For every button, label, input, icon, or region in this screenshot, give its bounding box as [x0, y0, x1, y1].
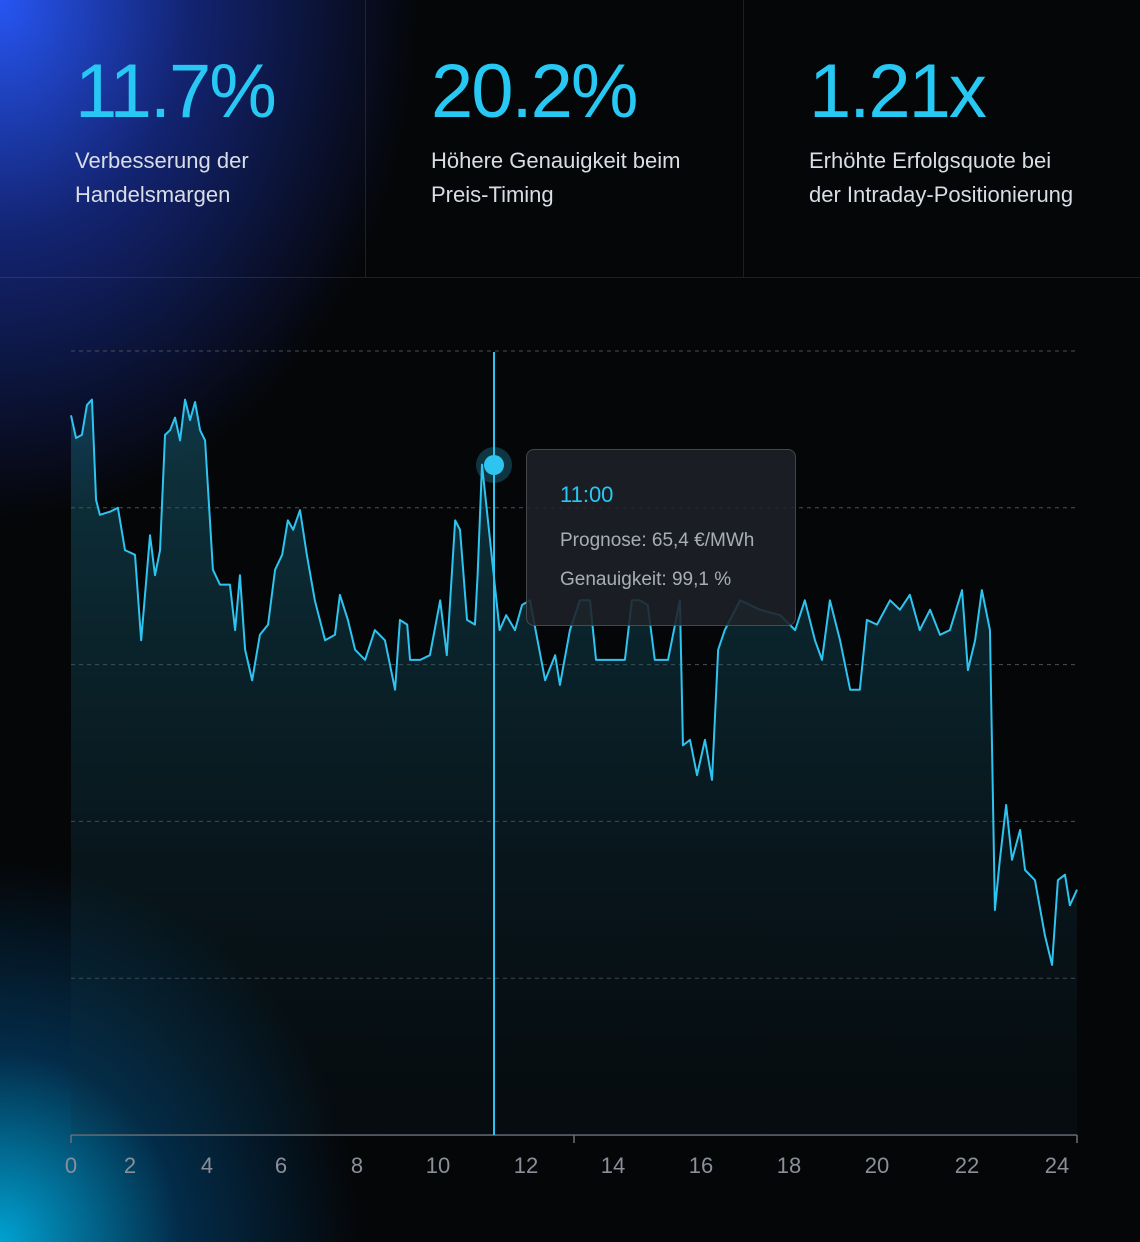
x-tick-label: 8	[351, 1153, 363, 1178]
x-tick-label: 4	[201, 1153, 213, 1178]
line	[70, 398, 1078, 966]
stat: 1.21x Erhöhte Erfolgsquote bei der Intra…	[743, 0, 1140, 278]
stat: 20.2% Höhere Genauigkeit beim Preis-Timi…	[365, 0, 743, 278]
x-tick-label: 22	[955, 1153, 979, 1178]
tooltip-title: 11:00	[560, 482, 614, 507]
x-tick-label: 6	[275, 1153, 287, 1178]
x-tick-label: 18	[777, 1153, 801, 1178]
tooltip: 11:00 Prognose: 65,4 €/MWh Genauigkeit: …	[526, 449, 796, 626]
x-tick-label: 2	[124, 1153, 136, 1178]
stat-label: Höhere Genauigkeit beim Preis-Timing	[431, 148, 681, 207]
stat-value: 1.21x	[809, 49, 987, 134]
x-tick-label: 16	[689, 1153, 713, 1178]
stat-label: Verbesserung der Handelsmargen	[75, 148, 249, 207]
x-tick-label: 20	[865, 1153, 889, 1178]
tooltip-line: Prognose: 65,4 €/MWh	[560, 530, 755, 551]
stat-value: 11.7%	[75, 49, 277, 134]
x-tick-label: 14	[601, 1153, 625, 1178]
tooltip-line: Genauigkeit: 99,1 %	[560, 569, 732, 590]
stat-value: 20.2%	[431, 49, 638, 134]
x-tick-label: 10	[426, 1153, 450, 1178]
area	[71, 399, 1077, 1135]
x-tick-label: 12	[514, 1153, 538, 1178]
stat: 11.7% Verbesserung der Handelsmargen	[0, 0, 365, 278]
hover-dot	[484, 455, 504, 475]
stat-label: Erhöhte Erfolgsquote bei der Intraday-Po…	[809, 148, 1074, 207]
x-tick-label: 0	[65, 1153, 77, 1178]
x-tick-label: 24	[1045, 1153, 1069, 1178]
